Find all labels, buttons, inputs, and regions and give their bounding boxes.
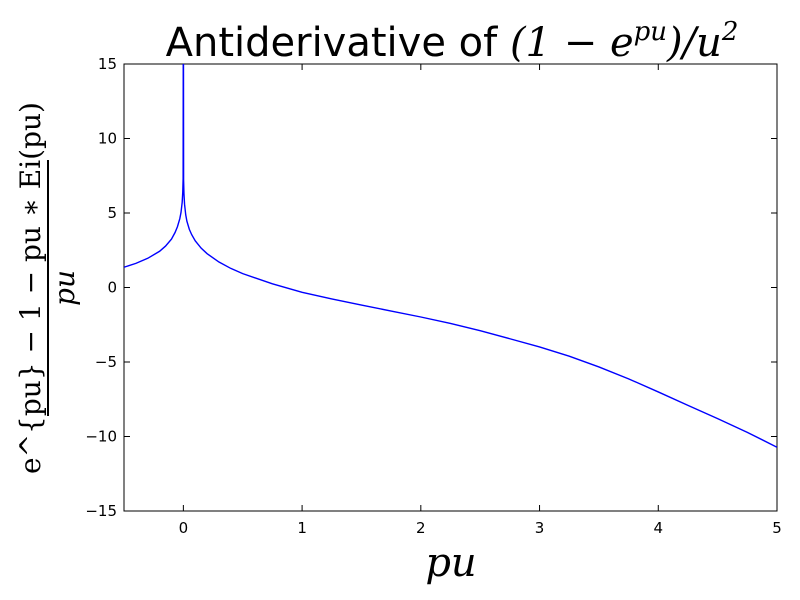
x-tick-label: 3	[535, 519, 545, 537]
title-math-end: )/u	[666, 20, 722, 66]
y-tick-label: −15	[85, 502, 117, 520]
title-math-sup: pu	[634, 17, 667, 47]
x-tick-label: 1	[297, 519, 307, 537]
y-axis-label-numerator: e^{pu} − 1 − pu ∗ Ei(pu)	[14, 102, 47, 474]
y-tick-label: −10	[85, 428, 117, 446]
title-math-sup2: 2	[721, 17, 739, 47]
x-tick-label: 2	[416, 519, 426, 537]
y-tick-label: 10	[98, 130, 117, 148]
plot-frame	[123, 63, 778, 512]
series-line	[124, 64, 777, 448]
x-tick-label: 4	[653, 519, 663, 537]
y-tick-label: 5	[107, 204, 117, 222]
x-axis-ticks: 0 1 2 3 4 5	[179, 64, 782, 537]
y-axis-label: e^{pu} − 1 − pu ∗ Ei(pu) pu	[14, 102, 81, 474]
x-axis-label: pu	[425, 540, 476, 586]
y-axis-ticks: −15 −10 −5 0 5 10 15	[85, 55, 777, 520]
title-math: (1 − e	[510, 20, 634, 66]
y-axis-label-denominator: pu	[48, 270, 81, 306]
y-tick-label: −5	[95, 353, 117, 371]
y-tick-label: 0	[107, 279, 117, 297]
x-tick-label: 5	[772, 519, 782, 537]
x-tick-label: 0	[179, 519, 189, 537]
y-tick-label: 15	[98, 55, 117, 73]
title-text: Antiderivative of	[166, 20, 510, 66]
series-group	[124, 64, 777, 448]
chart-title: Antiderivative of (1 − epu)/u2	[166, 17, 739, 66]
